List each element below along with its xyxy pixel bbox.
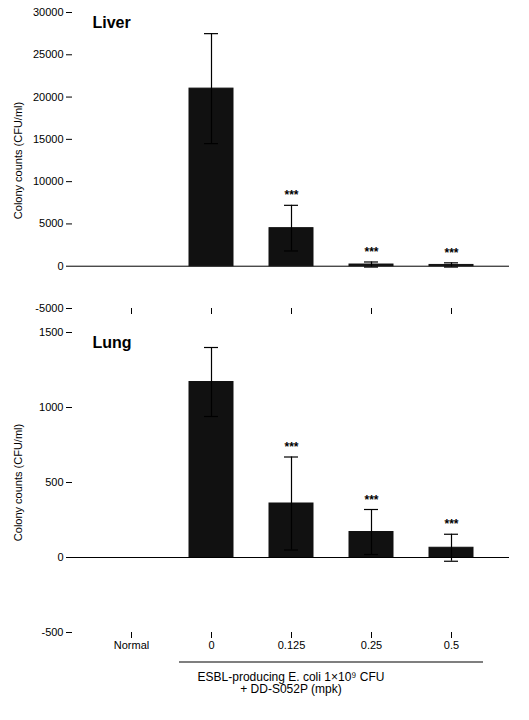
svg-text:25000: 25000 xyxy=(33,48,64,60)
svg-text:0: 0 xyxy=(57,551,63,563)
svg-text:-5000: -5000 xyxy=(35,302,63,314)
svg-text:20000: 20000 xyxy=(33,91,64,103)
svg-text:***: *** xyxy=(444,246,458,260)
svg-text:10000: 10000 xyxy=(33,175,64,187)
svg-text:0.125: 0.125 xyxy=(278,639,306,651)
svg-text:Liver: Liver xyxy=(93,14,131,31)
svg-text:1000: 1000 xyxy=(39,401,63,413)
svg-text:500: 500 xyxy=(45,476,63,488)
svg-text:***: *** xyxy=(364,245,378,259)
svg-text:Normal: Normal xyxy=(114,639,149,651)
svg-text:0: 0 xyxy=(57,260,63,272)
svg-text:0: 0 xyxy=(208,639,214,651)
svg-text:5000: 5000 xyxy=(39,217,63,229)
svg-text:ESBL-producing E. coli 1×10⁹ C: ESBL-producing E. coli 1×10⁹ CFU+ DD-S05… xyxy=(198,670,385,696)
svg-text:Lung: Lung xyxy=(93,334,132,351)
svg-text:***: *** xyxy=(284,188,298,202)
svg-text:15000: 15000 xyxy=(33,133,64,145)
svg-text:***: *** xyxy=(364,493,378,507)
svg-text:***: *** xyxy=(444,517,458,531)
svg-text:Colony counts (CFU/ml): Colony counts (CFU/ml) xyxy=(12,424,24,541)
svg-text:0.25: 0.25 xyxy=(361,639,382,651)
svg-text:0.5: 0.5 xyxy=(444,639,459,651)
svg-text:-500: -500 xyxy=(41,626,63,638)
svg-text:30000: 30000 xyxy=(33,6,64,18)
svg-text:Colony counts (CFU/ml): Colony counts (CFU/ml) xyxy=(12,102,24,219)
svg-text:1500: 1500 xyxy=(39,326,63,338)
svg-text:***: *** xyxy=(284,440,298,454)
